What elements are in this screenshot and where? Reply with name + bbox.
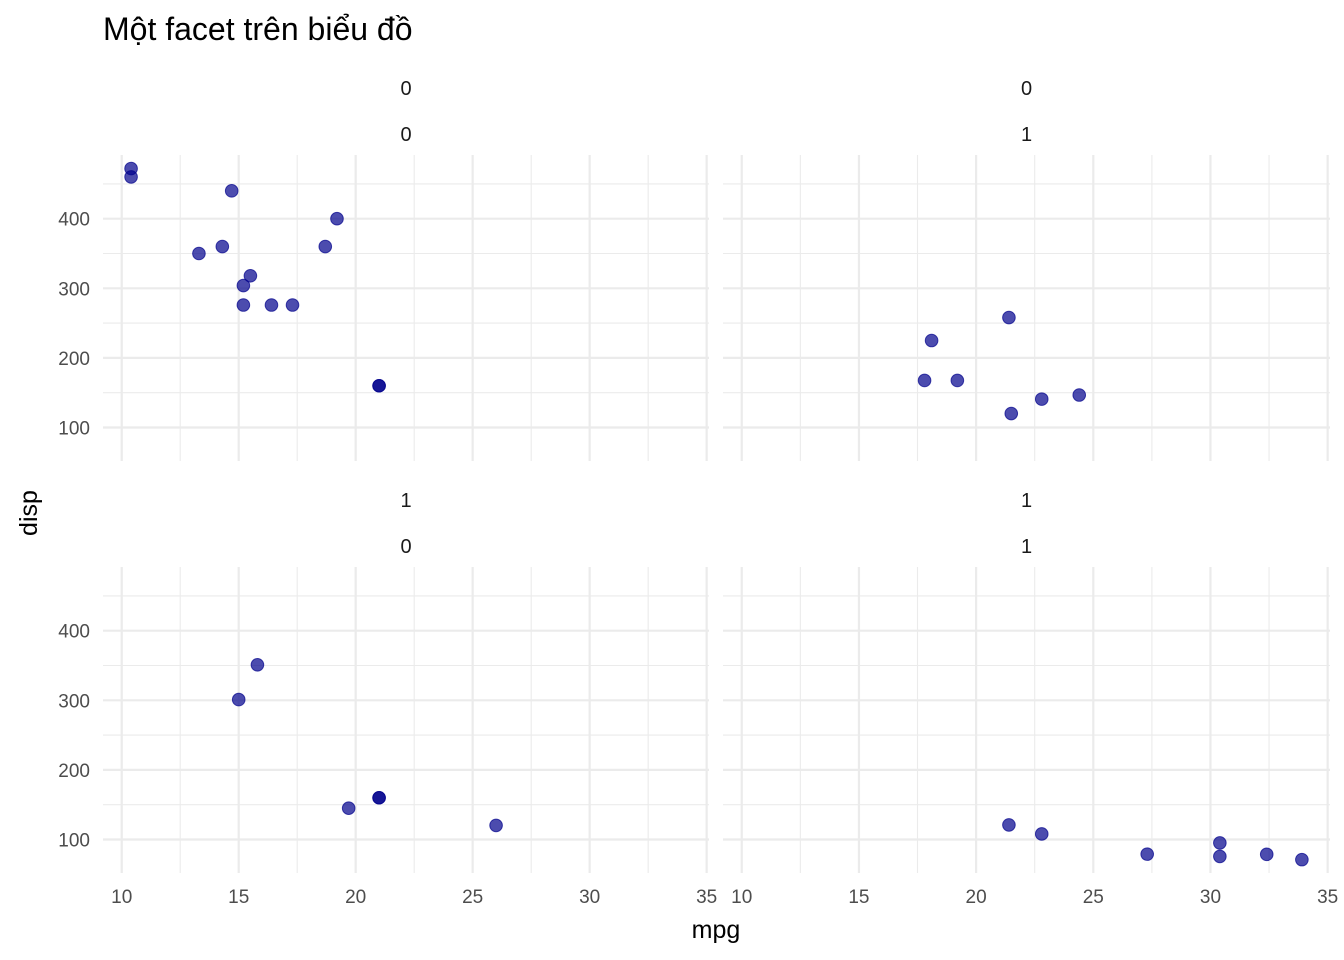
data-point	[924, 333, 939, 348]
data-point	[318, 239, 333, 254]
y-tick-label: 100	[58, 831, 90, 852]
data-point	[192, 246, 206, 261]
data-point	[1034, 392, 1049, 406]
data-point	[1140, 847, 1154, 861]
y-tick-label: 200	[58, 349, 90, 370]
facet-strip-label: 1	[1021, 490, 1032, 512]
data-point	[215, 239, 230, 254]
facet-panel: 1 1 10 15 20 25 30 35	[723, 490, 1338, 908]
facet-panel: 01	[723, 78, 1330, 461]
data-point	[236, 298, 251, 312]
x-tick-label: 35	[696, 887, 717, 908]
data-point	[1295, 852, 1309, 867]
x-axis-title: mpg	[692, 916, 741, 944]
data-point	[1213, 849, 1227, 864]
data-point	[917, 373, 932, 388]
x-tick-label: 30	[579, 887, 600, 908]
data-point	[372, 378, 386, 393]
y-tick-label: 400	[58, 622, 90, 643]
x-tick-label: 25	[1083, 887, 1104, 908]
y-axis-title: disp	[15, 490, 43, 536]
x-tick-label: 20	[966, 887, 987, 908]
data-point	[264, 298, 279, 312]
x-tick-label: 10	[731, 887, 752, 908]
facet-strip-label: 1	[400, 490, 411, 512]
data-point	[1004, 406, 1019, 421]
data-point	[330, 211, 344, 226]
data-point	[124, 170, 138, 184]
x-tick-label: 15	[228, 887, 249, 908]
x-tick-label: 35	[1317, 887, 1338, 908]
data-point	[372, 790, 386, 805]
data-point	[341, 801, 356, 815]
data-point	[285, 298, 300, 312]
x-tick-label: 30	[1200, 887, 1221, 908]
data-point	[1259, 847, 1274, 862]
data-point	[1213, 836, 1227, 850]
x-tick-label: 25	[462, 887, 483, 908]
x-tick-label: 10	[111, 887, 132, 908]
facet-strip-label: 0	[400, 536, 411, 558]
facet-strip-label: 0	[400, 124, 411, 146]
data-point	[1034, 827, 1049, 841]
x-tick-label: 15	[848, 887, 869, 908]
y-tick-label: 200	[58, 761, 90, 782]
chart-title: Một facet trên biểu đồ	[103, 11, 413, 47]
data-point	[1002, 818, 1016, 832]
facet-panel: 0 0 100 200 300 400	[58, 78, 709, 461]
y-tick-label: 100	[58, 419, 90, 440]
facet-strip-label: 0	[1021, 78, 1032, 100]
data-point	[250, 658, 265, 672]
facet-strip-label: 0	[400, 78, 411, 100]
data-point	[489, 818, 503, 833]
facet-strip-label: 1	[1021, 536, 1032, 558]
data-point	[1002, 310, 1016, 325]
x-tick-label: 20	[345, 887, 366, 908]
y-tick-label: 400	[58, 210, 90, 231]
data-point	[950, 373, 965, 388]
data-point	[231, 692, 246, 707]
y-tick-label: 300	[58, 691, 90, 712]
data-point	[236, 278, 251, 293]
y-tick-label: 300	[58, 279, 90, 300]
data-point	[1072, 388, 1087, 402]
data-point	[224, 184, 239, 198]
data-point	[243, 268, 258, 283]
facet-strip-label: 1	[1021, 124, 1032, 146]
